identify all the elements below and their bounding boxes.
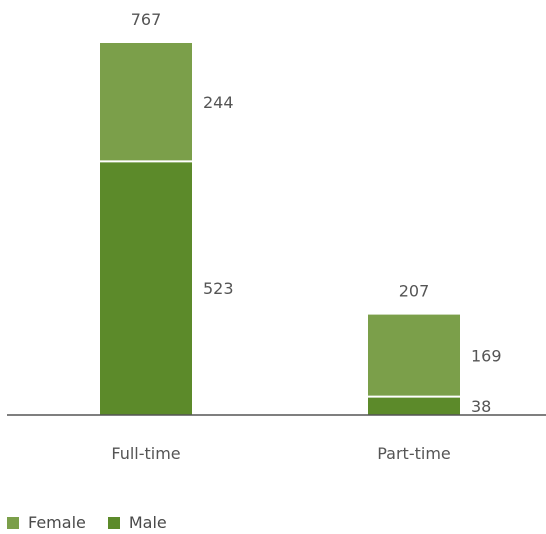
total-label-2: 207 <box>399 282 430 301</box>
bar-segment-male-2 <box>368 396 460 415</box>
legend-swatch-male <box>107 516 120 529</box>
bar-segment-male-1 <box>100 161 192 415</box>
legend-swatch-female <box>7 516 19 529</box>
data-label-male-1: 523 <box>203 279 234 298</box>
legend-label-female: Female <box>28 513 86 532</box>
data-label-male-2: 38 <box>471 397 491 416</box>
bar-segment-female-2 <box>368 314 460 397</box>
total-label-1: 767 <box>131 10 162 29</box>
category-label-1: Full-time <box>111 444 180 463</box>
legend-label-male: Male <box>128 513 167 532</box>
bar-segment-female-1 <box>100 43 192 162</box>
category-label-2: Part-time <box>377 444 451 463</box>
data-label-female-2: 169 <box>471 347 502 366</box>
legend-item-male: Male <box>107 513 167 532</box>
legend-item-female: Female <box>7 513 86 532</box>
legend: Female Male <box>7 513 189 532</box>
data-label-female-1: 244 <box>203 93 234 112</box>
